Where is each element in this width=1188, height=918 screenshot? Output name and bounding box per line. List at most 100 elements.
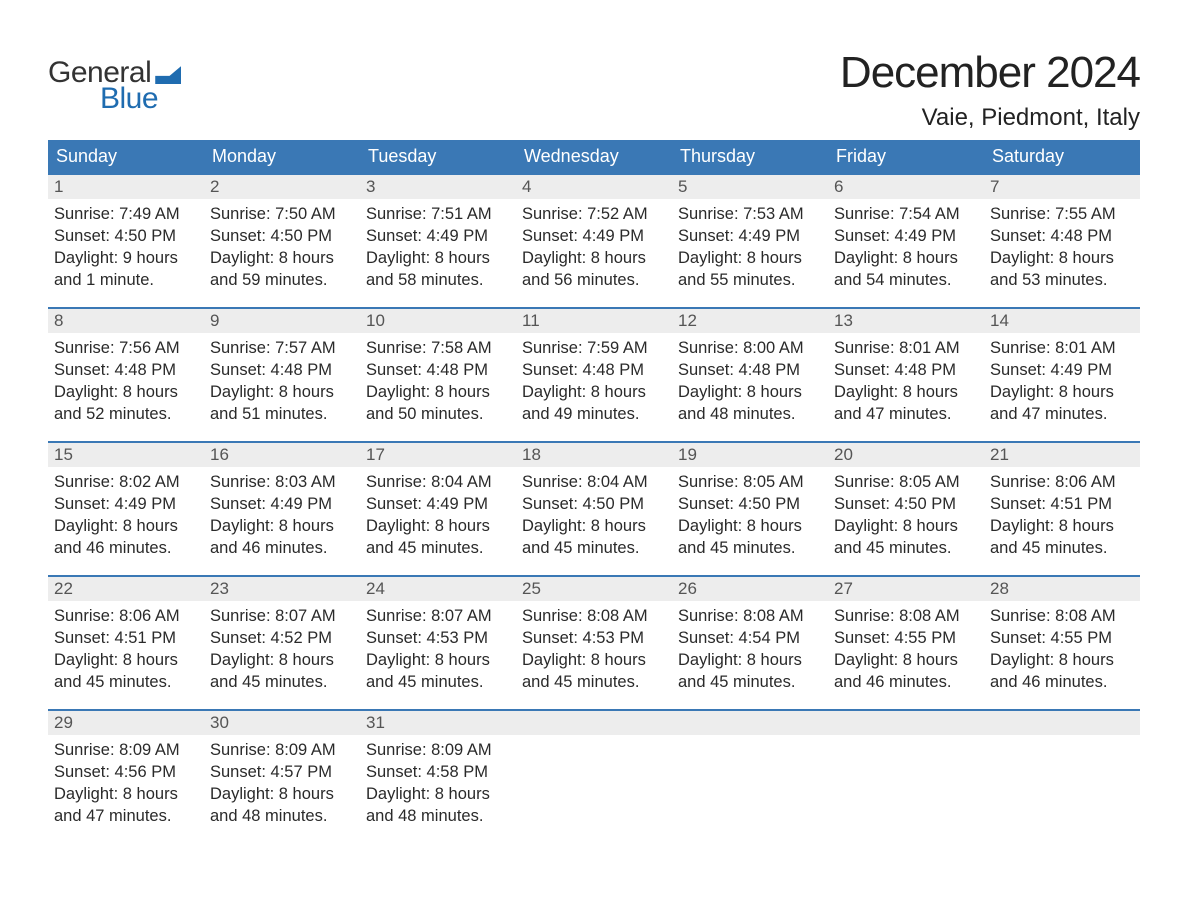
day-number (828, 711, 984, 735)
day-number: 2 (204, 175, 360, 199)
day-number: 24 (360, 577, 516, 601)
sunset-line: Sunset: 4:55 PM (834, 627, 978, 649)
col-friday: Friday (828, 140, 984, 174)
calendar-cell: 19Sunrise: 8:05 AMSunset: 4:50 PMDayligh… (672, 442, 828, 576)
daylight-line-1: Daylight: 8 hours (366, 783, 510, 805)
calendar-cell: 6Sunrise: 7:54 AMSunset: 4:49 PMDaylight… (828, 174, 984, 308)
sunset-line: Sunset: 4:49 PM (990, 359, 1134, 381)
sunset-line: Sunset: 4:48 PM (678, 359, 822, 381)
sunset-line: Sunset: 4:54 PM (678, 627, 822, 649)
day-number: 10 (360, 309, 516, 333)
day-data: Sunrise: 8:03 AMSunset: 4:49 PMDaylight:… (204, 467, 360, 559)
day-number: 22 (48, 577, 204, 601)
day-data: Sunrise: 7:56 AMSunset: 4:48 PMDaylight:… (48, 333, 204, 425)
day-number: 23 (204, 577, 360, 601)
calendar-cell: 27Sunrise: 8:08 AMSunset: 4:55 PMDayligh… (828, 576, 984, 710)
sunrise-line: Sunrise: 7:49 AM (54, 203, 198, 225)
daylight-line-1: Daylight: 9 hours (54, 247, 198, 269)
sunset-line: Sunset: 4:50 PM (210, 225, 354, 247)
page-title: December 2024 (840, 48, 1140, 98)
sunset-line: Sunset: 4:48 PM (990, 225, 1134, 247)
sunrise-line: Sunrise: 8:09 AM (54, 739, 198, 761)
daylight-line-1: Daylight: 8 hours (210, 381, 354, 403)
daylight-line-2: and 52 minutes. (54, 403, 198, 425)
logo: General Blue (48, 56, 181, 116)
day-number: 26 (672, 577, 828, 601)
daylight-line-1: Daylight: 8 hours (990, 247, 1134, 269)
sunrise-line: Sunrise: 8:06 AM (54, 605, 198, 627)
daylight-line-2: and 58 minutes. (366, 269, 510, 291)
sunset-line: Sunset: 4:48 PM (366, 359, 510, 381)
day-data: Sunrise: 7:55 AMSunset: 4:48 PMDaylight:… (984, 199, 1140, 291)
day-number: 31 (360, 711, 516, 735)
day-data: Sunrise: 7:58 AMSunset: 4:48 PMDaylight:… (360, 333, 516, 425)
sunrise-line: Sunrise: 7:55 AM (990, 203, 1134, 225)
daylight-line-2: and 56 minutes. (522, 269, 666, 291)
daylight-line-1: Daylight: 8 hours (990, 515, 1134, 537)
day-number (672, 711, 828, 735)
daylight-line-1: Daylight: 8 hours (834, 515, 978, 537)
daylight-line-2: and 45 minutes. (834, 537, 978, 559)
sunset-line: Sunset: 4:51 PM (990, 493, 1134, 515)
calendar-cell: 21Sunrise: 8:06 AMSunset: 4:51 PMDayligh… (984, 442, 1140, 576)
daylight-line-2: and 54 minutes. (834, 269, 978, 291)
sunset-line: Sunset: 4:57 PM (210, 761, 354, 783)
col-saturday: Saturday (984, 140, 1140, 174)
day-data: Sunrise: 8:09 AMSunset: 4:57 PMDaylight:… (204, 735, 360, 827)
day-data: Sunrise: 8:08 AMSunset: 4:54 PMDaylight:… (672, 601, 828, 693)
day-number: 25 (516, 577, 672, 601)
daylight-line-1: Daylight: 8 hours (678, 515, 822, 537)
week-row: 22Sunrise: 8:06 AMSunset: 4:51 PMDayligh… (48, 576, 1140, 710)
day-data: Sunrise: 8:01 AMSunset: 4:49 PMDaylight:… (984, 333, 1140, 425)
calendar-cell: 5Sunrise: 7:53 AMSunset: 4:49 PMDaylight… (672, 174, 828, 308)
sunset-line: Sunset: 4:49 PM (366, 493, 510, 515)
daylight-line-1: Daylight: 8 hours (210, 515, 354, 537)
sunset-line: Sunset: 4:49 PM (522, 225, 666, 247)
daylight-line-2: and 45 minutes. (54, 671, 198, 693)
daylight-line-2: and 45 minutes. (522, 671, 666, 693)
day-number: 14 (984, 309, 1140, 333)
daylight-line-1: Daylight: 8 hours (522, 515, 666, 537)
sunset-line: Sunset: 4:50 PM (54, 225, 198, 247)
day-data: Sunrise: 7:53 AMSunset: 4:49 PMDaylight:… (672, 199, 828, 291)
day-number: 30 (204, 711, 360, 735)
calendar-table: Sunday Monday Tuesday Wednesday Thursday… (48, 140, 1140, 844)
day-number: 17 (360, 443, 516, 467)
sunrise-line: Sunrise: 7:51 AM (366, 203, 510, 225)
day-data: Sunrise: 7:51 AMSunset: 4:49 PMDaylight:… (360, 199, 516, 291)
day-data: Sunrise: 8:07 AMSunset: 4:53 PMDaylight:… (360, 601, 516, 693)
sunrise-line: Sunrise: 8:06 AM (990, 471, 1134, 493)
sunset-line: Sunset: 4:49 PM (210, 493, 354, 515)
sunrise-line: Sunrise: 7:58 AM (366, 337, 510, 359)
sunrise-line: Sunrise: 8:00 AM (678, 337, 822, 359)
week-row: 29Sunrise: 8:09 AMSunset: 4:56 PMDayligh… (48, 710, 1140, 844)
daylight-line-1: Daylight: 8 hours (678, 247, 822, 269)
sunrise-line: Sunrise: 8:08 AM (678, 605, 822, 627)
day-data: Sunrise: 8:07 AMSunset: 4:52 PMDaylight:… (204, 601, 360, 693)
calendar-cell: 15Sunrise: 8:02 AMSunset: 4:49 PMDayligh… (48, 442, 204, 576)
daylight-line-1: Daylight: 8 hours (834, 649, 978, 671)
sunrise-line: Sunrise: 7:54 AM (834, 203, 978, 225)
sunrise-line: Sunrise: 8:03 AM (210, 471, 354, 493)
sunset-line: Sunset: 4:48 PM (54, 359, 198, 381)
daylight-line-2: and 45 minutes. (366, 671, 510, 693)
daylight-line-1: Daylight: 8 hours (522, 247, 666, 269)
logo-word-blue: Blue (100, 82, 181, 116)
calendar-cell: 22Sunrise: 8:06 AMSunset: 4:51 PMDayligh… (48, 576, 204, 710)
day-data: Sunrise: 7:50 AMSunset: 4:50 PMDaylight:… (204, 199, 360, 291)
daylight-line-2: and 51 minutes. (210, 403, 354, 425)
day-data: Sunrise: 8:08 AMSunset: 4:55 PMDaylight:… (828, 601, 984, 693)
sunrise-line: Sunrise: 7:52 AM (522, 203, 666, 225)
logo-triangle-icon (155, 66, 181, 84)
daylight-line-2: and 45 minutes. (678, 671, 822, 693)
location-label: Vaie, Piedmont, Italy (840, 104, 1140, 132)
day-number: 3 (360, 175, 516, 199)
calendar-cell: 28Sunrise: 8:08 AMSunset: 4:55 PMDayligh… (984, 576, 1140, 710)
daylight-line-2: and 48 minutes. (678, 403, 822, 425)
col-thursday: Thursday (672, 140, 828, 174)
day-data: Sunrise: 8:05 AMSunset: 4:50 PMDaylight:… (828, 467, 984, 559)
sunrise-line: Sunrise: 8:08 AM (990, 605, 1134, 627)
week-row: 1Sunrise: 7:49 AMSunset: 4:50 PMDaylight… (48, 174, 1140, 308)
calendar-cell: 3Sunrise: 7:51 AMSunset: 4:49 PMDaylight… (360, 174, 516, 308)
daylight-line-2: and 47 minutes. (54, 805, 198, 827)
